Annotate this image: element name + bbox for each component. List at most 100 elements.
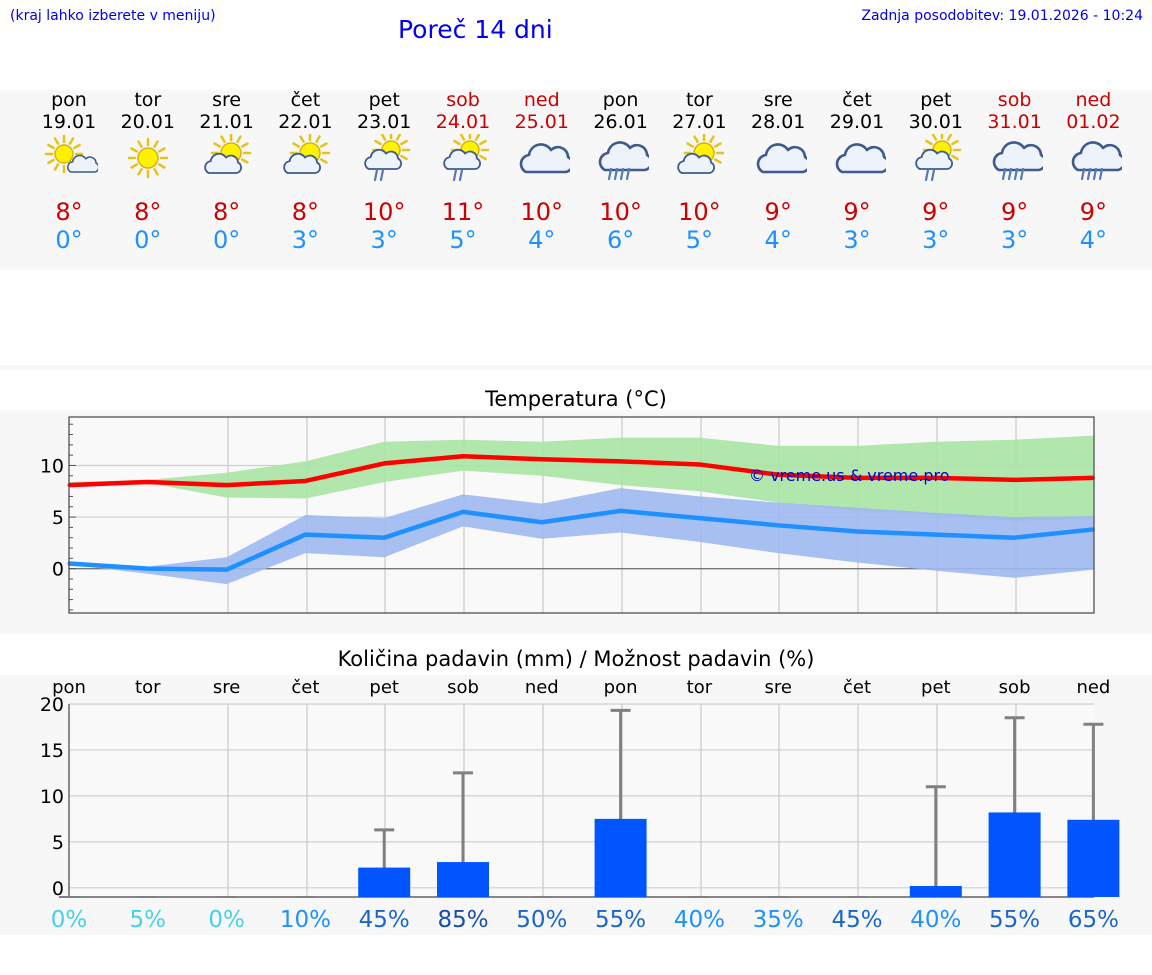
cloud-icon: [283, 152, 321, 174]
day-name: tor: [134, 89, 162, 111]
precipitation-probability: 45%: [359, 907, 410, 933]
day-date: 24.01: [435, 111, 491, 133]
x-category-label: ned: [525, 677, 559, 698]
y-tick-label: 5: [52, 832, 64, 854]
x-category-label: sob: [999, 677, 1031, 698]
sun-cloud-big-icon: [204, 134, 252, 174]
precipitation-probability: 50%: [516, 907, 567, 933]
precipitation-bar: [909, 885, 962, 897]
day-date: 26.01: [593, 111, 648, 133]
max-temperature: 10°: [362, 198, 406, 226]
min-temperature-line-point: [1013, 536, 1017, 540]
max-temperature-line-point: [855, 476, 859, 480]
x-category-label: tor: [687, 677, 713, 698]
min-temperature-line-point: [382, 536, 386, 540]
cloud-rain-icon: [598, 141, 650, 181]
day-name: pon: [51, 89, 87, 111]
sun-cloud-big-icon: [283, 134, 331, 174]
max-temperature: 10°: [599, 198, 642, 226]
min-temperature-line-point: [619, 509, 623, 513]
x-category-label: pet: [921, 677, 951, 698]
y-tick-label: 10: [40, 455, 64, 477]
max-temperature-line-point: [146, 480, 150, 484]
max-temperature: 10°: [520, 198, 564, 226]
min-temperature: 5°: [685, 226, 714, 254]
temperature-chart: 0 5 10 © vreme.us & vreme.pro: [40, 416, 1095, 614]
min-temperature-line-point: [934, 533, 938, 537]
max-temperature-line-point: [697, 462, 701, 466]
sun-cloud-icon: [44, 134, 98, 174]
sun-cloud-rain-icon: [363, 134, 410, 182]
x-category-label: sre: [764, 677, 791, 698]
precipitation-bar: [437, 862, 489, 897]
precipitation-probability: 40%: [910, 907, 961, 933]
max-temperature: 9°: [1079, 198, 1108, 226]
min-temperature-line-point: [146, 567, 150, 571]
rain-icon: [1080, 167, 1103, 181]
min-temperature: 0°: [55, 226, 83, 254]
precipitation-bar: [358, 867, 411, 897]
rain-icon: [1001, 167, 1025, 181]
cloud-icon: [835, 143, 886, 174]
min-temperature: 0°: [134, 226, 162, 254]
max-temperature: 8°: [212, 198, 241, 226]
x-category-label: sre: [213, 677, 240, 698]
cloud-icon: [756, 143, 807, 174]
page-title: Poreč 14 dni: [398, 15, 553, 44]
min-temperature: 0°: [212, 226, 241, 254]
cloud-icon: [1071, 141, 1122, 172]
min-temperature-line-point: [855, 530, 859, 534]
max-temperature-line-point: [461, 454, 465, 458]
temperature-chart-title: Temperatura (°C): [485, 387, 667, 411]
min-temperature: 4°: [764, 226, 792, 254]
day-date: 27.01: [672, 111, 727, 133]
precipitation-probability: 10%: [280, 907, 331, 933]
precipitation-probability: 0%: [51, 907, 88, 933]
precipitation-probability: 5%: [130, 907, 167, 933]
day-name: pet: [920, 89, 952, 111]
precipitation-probability: 35%: [753, 907, 804, 933]
max-temperature: 9°: [843, 198, 871, 226]
sun-cloud-rain-icon: [442, 134, 489, 182]
min-temperature: 3°: [370, 226, 398, 254]
precipitation-probability: 0%: [208, 907, 245, 933]
precipitation-probability: 65%: [1068, 907, 1119, 933]
day-name: pet: [368, 89, 400, 111]
min-temperature: 3°: [1000, 226, 1029, 254]
max-temperature: 8°: [55, 198, 83, 226]
min-temperature-line: [68, 508, 1094, 572]
max-temperature: 8°: [291, 198, 320, 226]
rain-icon: [373, 168, 384, 182]
cloud-icon: [835, 143, 886, 174]
max-temperature-line-point: [382, 461, 386, 465]
precipitation-probability: 45%: [831, 907, 882, 933]
cloud-icon: [66, 154, 98, 173]
day-date: 21.01: [199, 111, 254, 133]
y-tick-label: 0: [52, 559, 64, 581]
cloud-icon: [520, 143, 571, 174]
day-name: čet: [290, 89, 321, 111]
day-date: 23.01: [356, 111, 412, 133]
max-temperature-line-point: [619, 459, 623, 463]
precipitation-probability: 85%: [437, 907, 488, 933]
day-date: 22.01: [278, 111, 333, 133]
precipitation-chart-title: Količina padavin (mm) / Možnost padavin …: [337, 647, 815, 671]
location-menu-hint[interactable]: (kraj lahko izberete v meniju): [10, 8, 216, 24]
max-temperature-line-point: [776, 473, 780, 477]
day-name: ned: [523, 89, 560, 111]
day-name: pon: [602, 89, 639, 111]
day-date: 19.01: [41, 111, 97, 133]
day-date: 25.01: [514, 111, 569, 133]
min-temperature: 5°: [449, 226, 477, 254]
day-date: 01.02: [1066, 111, 1121, 133]
min-temperature-line-point: [461, 510, 465, 514]
sun-icon: [128, 137, 169, 179]
y-tick-label: 15: [40, 740, 64, 762]
max-temperature-line-point: [934, 476, 938, 480]
min-temperature-line-point: [540, 520, 544, 524]
x-category-label: sob: [447, 677, 479, 698]
cloud-icon: [756, 143, 807, 174]
min-temperature: 3°: [843, 226, 871, 254]
sun-cloud-big-icon: [677, 134, 725, 174]
max-temperature-line-point: [303, 479, 307, 483]
